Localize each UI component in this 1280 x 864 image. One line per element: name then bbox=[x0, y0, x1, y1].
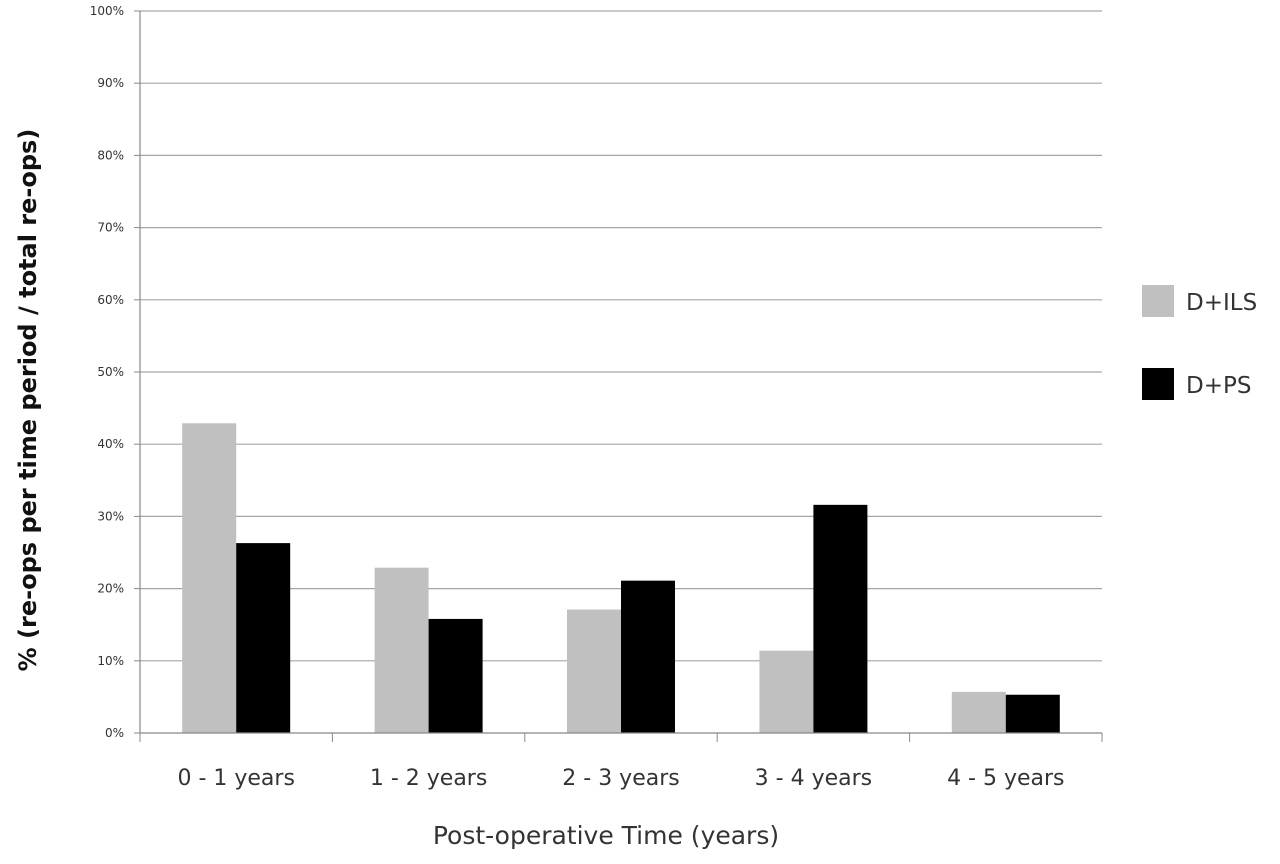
y-tick-label: 100% bbox=[90, 4, 124, 18]
bar-d-ils-1 bbox=[182, 423, 237, 733]
x-tick-label: 4 - 5 years bbox=[947, 766, 1064, 791]
x-tick-label: 0 - 1 years bbox=[177, 766, 294, 791]
y-tick-label: 50% bbox=[97, 365, 124, 379]
x-axis-title: Post-operative Time (years) bbox=[433, 821, 779, 850]
y-tick-label: 80% bbox=[97, 148, 124, 162]
legend-label: D+ILS bbox=[1186, 290, 1257, 316]
bar-d-ils-4 bbox=[759, 650, 814, 733]
x-tick-label: 3 - 4 years bbox=[755, 766, 872, 791]
bar-d-ils-2 bbox=[374, 567, 429, 733]
legend-swatch bbox=[1142, 368, 1174, 400]
legend-swatch bbox=[1142, 285, 1174, 317]
y-tick-label: 70% bbox=[97, 221, 124, 235]
bar-d-ps-2 bbox=[428, 618, 483, 733]
bars bbox=[182, 423, 1060, 733]
x-tick-label: 1 - 2 years bbox=[370, 766, 487, 791]
y-tick-label: 20% bbox=[97, 582, 124, 596]
x-axis-ticks: 0 - 1 years 1 - 2 years 2 - 3 years 3 - 4 y… bbox=[177, 766, 1064, 791]
legend-label: D+PS bbox=[1186, 373, 1251, 399]
y-tick-label: 10% bbox=[97, 654, 124, 668]
y-tick-label: 30% bbox=[97, 509, 124, 523]
y-tick-label: 90% bbox=[97, 76, 124, 90]
y-axis-title: % (re-ops per time period / total re-ops… bbox=[14, 129, 42, 672]
y-axis-ticks: 0% 10% 20% 30% 40% 50% 60% 70% 80% 90% 100% bbox=[90, 4, 140, 740]
axes bbox=[139, 11, 1103, 742]
bar-d-ps-4 bbox=[813, 504, 868, 733]
bar-d-ps-1 bbox=[236, 543, 291, 733]
bar-d-ps-3 bbox=[621, 580, 675, 733]
bar-d-ps-5 bbox=[1005, 694, 1060, 733]
bar-d-ils-3 bbox=[567, 609, 621, 733]
x-tick-label: 2 - 3 years bbox=[562, 766, 679, 791]
legend: D+ILS D+PS bbox=[1142, 285, 1257, 400]
y-tick-label: 40% bbox=[97, 437, 124, 451]
y-tick-label: 60% bbox=[97, 293, 124, 307]
bar-d-ils-5 bbox=[951, 691, 1006, 733]
gridlines bbox=[140, 10, 1102, 662]
y-tick-label: 0% bbox=[105, 726, 124, 740]
